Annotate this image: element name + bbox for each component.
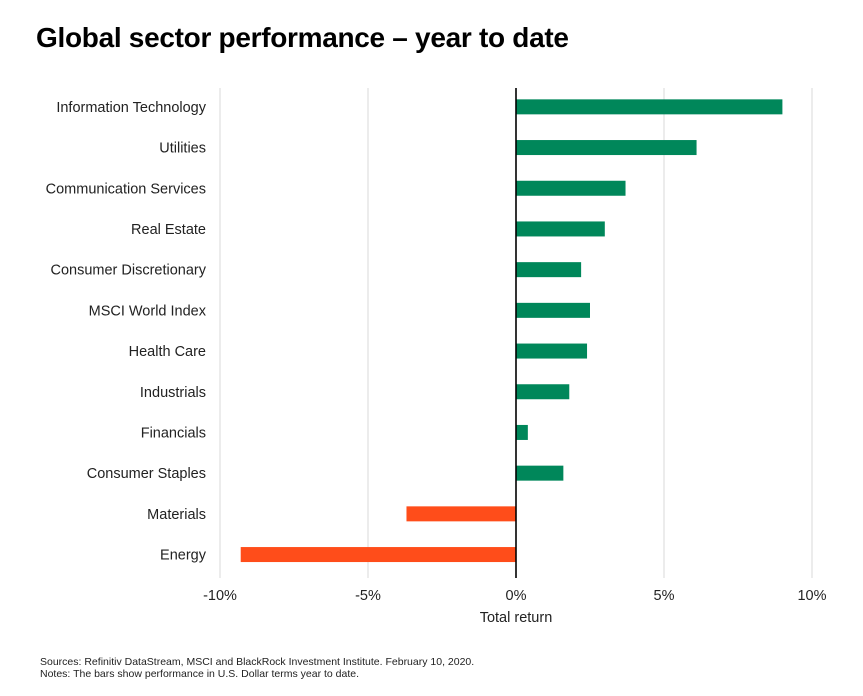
chart-title: Global sector performance – year to date: [36, 22, 569, 53]
category-label: Industrials: [140, 385, 206, 401]
sources-note: Sources: Refinitiv DataStream, MSCI and …: [40, 656, 475, 668]
category-label: Consumer Staples: [87, 466, 206, 482]
category-labels: Information Technology Utilities Communica…: [46, 100, 207, 564]
bar: [516, 343, 588, 359]
x-tick-label: 10%: [797, 588, 826, 604]
x-tick-label: -5%: [355, 588, 381, 604]
x-axis-title: Total return: [480, 610, 553, 626]
category-label: Health Care: [129, 344, 206, 360]
bar-chart: Information Technology Utilities Communica…: [46, 88, 827, 626]
bar: [516, 180, 626, 196]
bar: [516, 221, 605, 237]
x-tick-label: 5%: [654, 588, 675, 604]
bar: [516, 384, 570, 400]
bar: [516, 140, 697, 156]
category-label: Financials: [141, 425, 206, 441]
category-label: Materials: [147, 507, 206, 523]
bar: [406, 506, 516, 522]
grid-lines: [219, 88, 813, 578]
footnotes: Sources: Refinitiv DataStream, MSCI and …: [40, 656, 474, 680]
bars: [240, 99, 783, 563]
x-tick-label: -10%: [203, 588, 237, 604]
category-label: Energy: [160, 548, 207, 564]
bar: [516, 262, 582, 278]
category-label: Consumer Discretionary: [50, 263, 206, 279]
x-tick-label: 0%: [506, 588, 527, 604]
bar: [516, 424, 528, 440]
category-label: MSCI World Index: [89, 303, 207, 319]
category-label: Information Technology: [56, 100, 206, 116]
bar: [516, 465, 564, 481]
notes-note: Notes: The bars show performance in U.S.…: [40, 668, 360, 680]
x-tick-labels: -10% -5% 0% 5% 10%: [203, 588, 827, 604]
bar: [516, 99, 783, 115]
category-label: Utilities: [159, 141, 206, 157]
bar: [240, 547, 516, 563]
category-label: Real Estate: [131, 222, 206, 238]
bar: [516, 302, 590, 318]
category-label: Communication Services: [46, 181, 206, 197]
